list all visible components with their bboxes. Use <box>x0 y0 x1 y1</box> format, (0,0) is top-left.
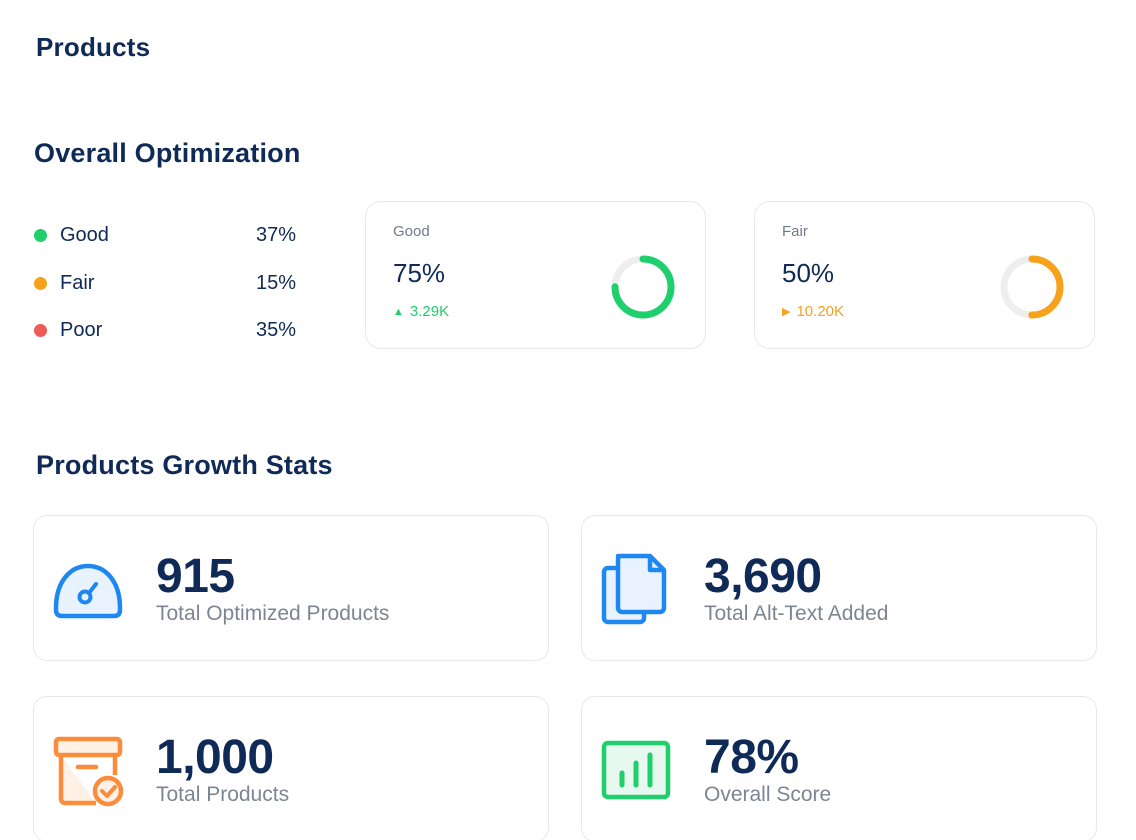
legend-value: 15% <box>255 271 296 294</box>
score-card-value: 75% <box>393 258 446 288</box>
legend-item-good: Good 37% <box>34 212 296 260</box>
score-card-delta: ▶ 10.20K <box>782 303 844 320</box>
growth-stats-title: Products Growth Stats <box>36 450 333 480</box>
legend-label: Fair <box>60 271 95 294</box>
stat-card-total-products[interactable]: 1,000 Total Products <box>33 696 549 840</box>
score-card-label: Good <box>393 223 430 240</box>
donut-progress <box>1000 255 1064 319</box>
score-card-label: Fair <box>782 223 808 240</box>
archive-check-icon <box>53 736 124 807</box>
page-title: Products <box>36 32 151 62</box>
overall-optimization-title: Overall Optimization <box>34 138 301 168</box>
fair-donut-chart <box>1000 255 1064 319</box>
stat-value: 3,690 <box>704 550 822 603</box>
stat-label: Total Products <box>156 783 290 806</box>
good-dot <box>34 229 47 243</box>
stat-value: 78% <box>704 731 799 784</box>
speedometer-icon <box>53 563 123 619</box>
legend-label: Poor <box>60 319 103 342</box>
bar-chart-icon <box>601 740 671 800</box>
score-card-value: 50% <box>782 258 835 288</box>
legend-item-fair: Fair 15% <box>34 260 296 308</box>
good-donut-chart <box>611 255 675 319</box>
legend-label: Good <box>60 224 109 247</box>
stat-value: 1,000 <box>156 731 274 784</box>
caret-right-icon: ▶ <box>782 306 791 318</box>
stat-label: Overall Score <box>704 783 832 806</box>
legend-item-poor: Poor 35% <box>34 307 296 355</box>
fair-dot <box>34 276 47 290</box>
copy-documents-icon <box>601 553 667 625</box>
stat-card-optimized-products[interactable]: 915 Total Optimized Products <box>33 515 549 661</box>
fair-score-card[interactable]: Fair 50% ▶ 10.20K <box>754 201 1095 349</box>
stat-label: Total Alt-Text Added <box>704 602 889 625</box>
stat-value: 915 <box>156 550 235 603</box>
poor-dot <box>34 324 47 338</box>
optimization-legend: Good 37% Fair 15% Poor 35% <box>34 212 296 355</box>
stat-card-alt-text[interactable]: 3,690 Total Alt-Text Added <box>581 515 1097 661</box>
good-score-card[interactable]: Good 75% ▲ 3.29K <box>365 201 706 349</box>
legend-value: 37% <box>255 224 296 247</box>
stat-card-overall-score[interactable]: 78% Overall Score <box>581 696 1097 840</box>
stat-label: Total Optimized Products <box>156 602 390 625</box>
delta-value: 10.20K <box>796 303 845 320</box>
legend-value: 35% <box>255 319 296 342</box>
trend-up-icon: ▲ <box>393 305 404 318</box>
delta-value: 3.29K <box>409 303 450 320</box>
donut-progress <box>611 255 675 319</box>
score-card-delta: ▲ 3.29K <box>393 303 449 320</box>
